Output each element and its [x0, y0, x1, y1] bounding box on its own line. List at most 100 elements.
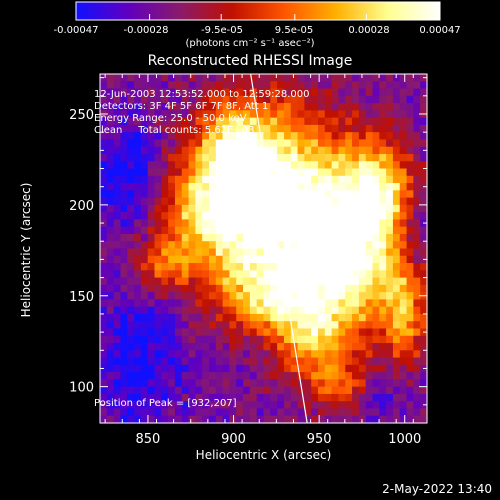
heatmap-cell: [324, 81, 333, 90]
heatmap-cell: [358, 241, 367, 250]
heatmap-cell: [413, 168, 421, 177]
heatmap-cell: [283, 357, 292, 366]
heatmap-cell: [229, 190, 237, 199]
heatmap-cell: [358, 313, 367, 322]
heatmap-cell: [311, 263, 319, 271]
heatmap-cell: [304, 263, 312, 271]
heatmap-cell: [249, 277, 258, 286]
heatmap-cell: [120, 313, 128, 322]
heatmap-cell: [154, 408, 162, 417]
heatmap-cell: [100, 226, 108, 235]
heatmap-cell: [106, 190, 115, 199]
heatmap-cell: [100, 248, 108, 257]
heatmap-cell: [331, 190, 340, 199]
heatmap-cell: [106, 350, 115, 359]
heatmap-cell: [277, 183, 285, 191]
heatmap-cell: [399, 103, 408, 111]
heatmap-cell: [140, 212, 149, 221]
heatmap-cell: [106, 306, 115, 315]
heatmap-cell: [290, 284, 299, 293]
heatmap-cell: [209, 197, 217, 206]
heatmap-cell: [270, 408, 278, 417]
heatmap-cell: [331, 386, 340, 395]
heatmap-cell: [147, 168, 156, 177]
heatmap-cell: [297, 74, 305, 82]
heatmap-cell: [311, 175, 319, 184]
heatmap-cell: [215, 161, 224, 170]
heatmap-cell: [188, 132, 196, 141]
heatmap-cell: [161, 161, 169, 170]
heatmap-cell: [243, 168, 251, 177]
heatmap-cell: [386, 175, 394, 184]
heatmap-cell: [358, 393, 367, 402]
heatmap-cell: [209, 343, 217, 351]
heatmap-cell: [338, 124, 346, 133]
heatmap-cell: [392, 306, 401, 315]
heatmap-cell: [256, 372, 265, 380]
heatmap-cell: [290, 335, 299, 344]
heatmap-cell: [283, 372, 292, 380]
heatmap-cell: [324, 132, 333, 141]
colorbar-units: (photons cm⁻² s⁻¹ asec⁻²): [185, 38, 315, 49]
heatmap-cell: [338, 255, 346, 264]
heatmap-cell: [168, 408, 176, 417]
heatmap-cell: [413, 401, 421, 410]
heatmap-cell: [283, 343, 292, 351]
heatmap-cell: [386, 190, 394, 199]
heatmap-cell: [188, 88, 196, 97]
heatmap-cell: [113, 270, 122, 279]
heatmap-cell: [134, 248, 142, 257]
heatmap-cell: [283, 277, 292, 286]
heatmap-cell: [263, 393, 271, 402]
heatmap-cell: [379, 168, 387, 177]
heatmap-cell: [420, 408, 428, 417]
heatmap-cell: [243, 197, 251, 206]
heatmap-cell: [406, 364, 414, 373]
heatmap-cell: [399, 306, 408, 315]
heatmap-cell: [140, 255, 149, 264]
heatmap-cell: [154, 81, 162, 90]
heatmap-cell: [154, 415, 162, 424]
heatmap-cell: [263, 124, 271, 133]
heatmap-cell: [154, 299, 162, 308]
heatmap-cell: [154, 357, 162, 366]
heatmap-cell: [195, 306, 203, 315]
heatmap-cell: [379, 95, 387, 104]
heatmap-cell: [379, 335, 387, 344]
heatmap-cell: [297, 335, 305, 344]
heatmap-cell: [392, 328, 401, 337]
heatmap-cell: [304, 153, 312, 162]
heatmap-cell: [188, 393, 196, 402]
heatmap-cell: [372, 277, 380, 286]
heatmap-cell: [134, 321, 142, 330]
heatmap-cell: [195, 219, 203, 228]
heatmap-cell: [379, 88, 387, 97]
heatmap-cell: [338, 117, 346, 126]
heatmap-cell: [181, 328, 190, 337]
heatmap-cell: [358, 372, 367, 380]
colorbar-tick-label: -9.5e-05: [201, 25, 243, 36]
heatmap-cell: [413, 183, 421, 191]
heatmap-cell: [318, 277, 326, 286]
heatmap-cell: [352, 219, 360, 228]
heatmap-cell: [215, 350, 224, 359]
heatmap-cell: [209, 415, 217, 424]
heatmap-cell: [147, 124, 156, 133]
heatmap-cell: [161, 132, 169, 141]
heatmap-cell: [100, 95, 108, 104]
heatmap-cell: [209, 175, 217, 184]
heatmap-cell: [154, 364, 162, 373]
heatmap-cell: [222, 248, 231, 257]
heatmap-cell: [120, 372, 128, 380]
heatmap-cell: [134, 343, 142, 351]
heatmap-cell: [106, 415, 115, 424]
heatmap-cell: [209, 212, 217, 221]
heatmap-cell: [311, 277, 319, 286]
heatmap-cell: [358, 284, 367, 293]
heatmap-cell: [113, 175, 122, 184]
heatmap-cell: [304, 175, 312, 184]
heatmap-cell: [181, 204, 190, 213]
heatmap-cell: [202, 263, 210, 271]
heatmap-cell: [140, 233, 149, 242]
heatmap-cell: [352, 321, 360, 330]
